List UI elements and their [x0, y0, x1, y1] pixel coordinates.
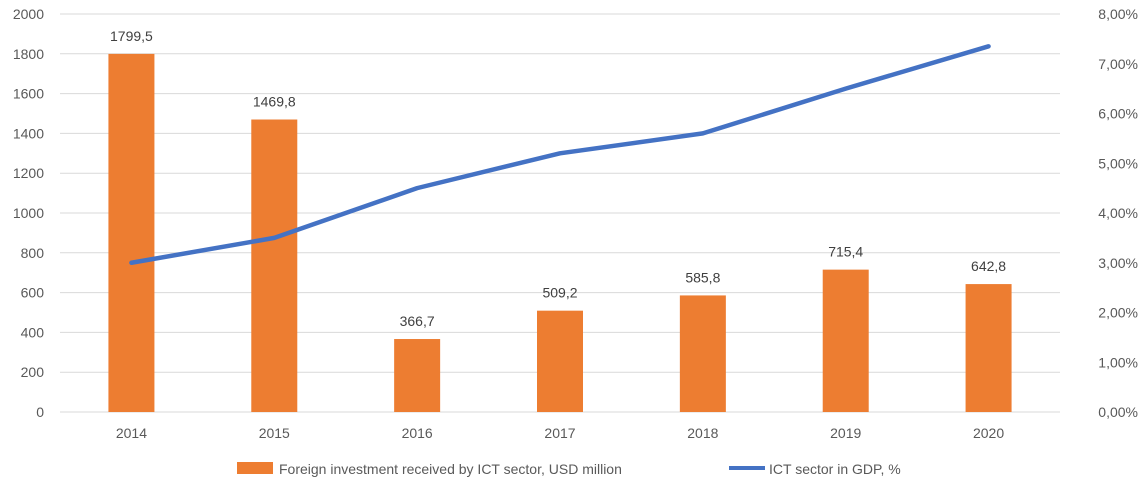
y-right-tick-label: 5,00% — [1098, 155, 1138, 171]
bar — [108, 53, 155, 412]
data-label: 1799,5 — [110, 28, 153, 44]
y-right-tick-label: 1,00% — [1098, 354, 1138, 370]
y-right-tick-label: 0,00% — [1098, 404, 1138, 420]
legend-swatch-bar — [237, 462, 273, 474]
y-right-tick-label: 2,00% — [1098, 305, 1138, 321]
bar — [251, 119, 298, 412]
y-left-tick-label: 1400 — [13, 125, 44, 141]
y-right-tick-label: 7,00% — [1098, 56, 1138, 72]
x-tick-label: 2019 — [830, 425, 861, 441]
y-right-tick-label: 6,00% — [1098, 106, 1138, 122]
y-right-tick-label: 4,00% — [1098, 205, 1138, 221]
line-series-ict-gdp — [129, 44, 991, 265]
data-label: 715,4 — [828, 244, 863, 260]
y-left-tick-label: 600 — [21, 285, 45, 301]
y-left-tick-label: 800 — [21, 245, 45, 261]
x-tick-label: 2015 — [259, 425, 290, 441]
y-left-tick-label: 0 — [36, 404, 44, 420]
y-left-tick-label: 200 — [21, 364, 45, 380]
y-left-tick-label: 400 — [21, 324, 45, 340]
x-tick-label: 2020 — [973, 425, 1004, 441]
bar — [965, 284, 1012, 412]
legend: Foreign investment received by ICT secto… — [237, 461, 901, 477]
data-label: 585,8 — [685, 269, 720, 285]
data-label: 1469,8 — [253, 94, 296, 110]
y-left-tick-label: 1000 — [13, 205, 44, 221]
legend-label-line: ICT sector in GDP, % — [769, 461, 901, 477]
y-right-tick-label: 3,00% — [1098, 255, 1138, 271]
y-right-tick-label: 8,00% — [1098, 6, 1138, 22]
legend-label-bar: Foreign investment received by ICT secto… — [279, 461, 622, 477]
y-left-tick-label: 1200 — [13, 165, 44, 181]
bar — [822, 269, 869, 412]
bar — [537, 310, 583, 412]
x-tick-label: 2014 — [116, 425, 147, 441]
x-tick-label: 2017 — [544, 425, 575, 441]
x-tick-label: 2016 — [402, 425, 433, 441]
bar — [679, 295, 726, 412]
y-left-tick-label: 1600 — [13, 86, 44, 102]
data-label: 509,2 — [542, 285, 577, 301]
y-left-tick-label: 1800 — [13, 46, 44, 62]
data-label: 366,7 — [400, 313, 435, 329]
y-left-tick-label: 2000 — [13, 6, 44, 22]
data-label: 642,8 — [971, 258, 1006, 274]
bar — [394, 339, 441, 412]
x-tick-label: 2018 — [687, 425, 718, 441]
